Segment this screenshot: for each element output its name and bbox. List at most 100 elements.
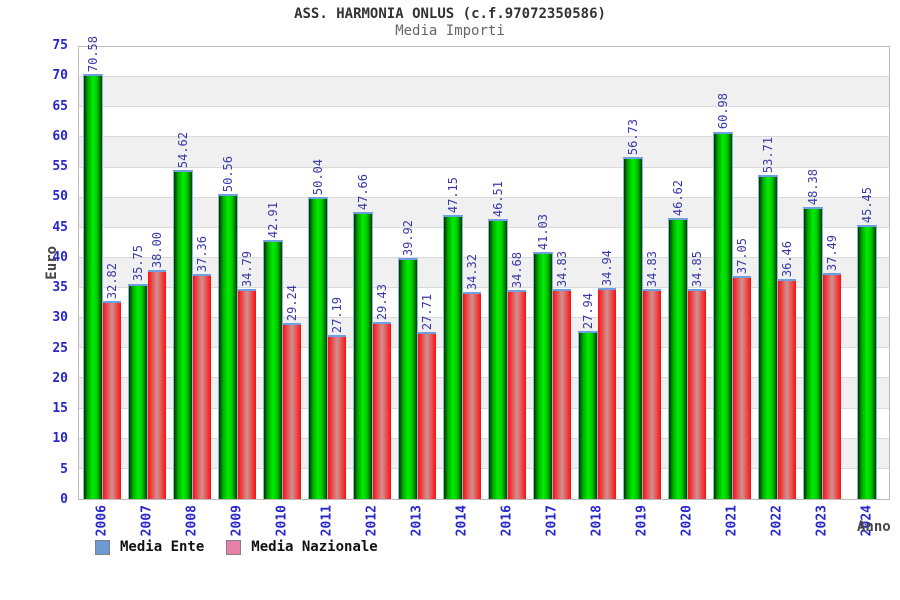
bar-group-2012: 47.66 29.43 2012 [349, 47, 394, 536]
x-tick-label: 2022 [769, 505, 784, 537]
bar-value-label: 34.85 [689, 250, 704, 287]
x-tick-label: 2009 [229, 505, 244, 537]
y-tick-label: 25 [52, 340, 68, 356]
bar-value-label: 27.19 [329, 297, 344, 334]
gridline [79, 196, 889, 198]
bar-group-2020: 46.62 34.85 2020 [664, 47, 709, 536]
bar-media-ente: 27.94 [577, 293, 598, 499]
y-tick-label: 0 [60, 492, 68, 507]
y-tick-label: 75 [52, 38, 68, 53]
gridline [79, 377, 889, 379]
x-tick-label: 2014 [454, 505, 469, 537]
bar-media-ente: 39.92 [397, 220, 418, 499]
bar-value-label: 34.79 [239, 251, 254, 288]
bar-value-label: 34.32 [464, 254, 479, 291]
bar-value-label: 29.43 [374, 283, 389, 320]
gridline [79, 106, 889, 108]
plot-band [79, 257, 889, 289]
bar-media-ente: 47.66 [352, 174, 373, 499]
bar-media-ente: 56.73 [622, 119, 643, 499]
x-tick-label: 2006 [94, 505, 109, 537]
x-tick-label: 2023 [814, 505, 829, 537]
bar-media-nazionale: 32.82 [102, 263, 121, 499]
y-tick-label: 40 [52, 249, 68, 265]
bar-media-ente: 46.62 [667, 180, 688, 499]
gridline [79, 76, 889, 78]
bar-group-2024: 45.45 2024 [844, 47, 889, 536]
bar-group-2021: 60.98 37.05 2021 [709, 47, 754, 536]
bar-value-label: 34.83 [554, 250, 569, 288]
bar-value-label: 50.04 [310, 159, 325, 196]
x-tick-label: 2011 [319, 505, 334, 537]
x-tick-label: 2013 [409, 505, 424, 537]
legend-swatch-media-nazionale [226, 539, 242, 555]
bar-media-ente: 50.04 [307, 159, 328, 499]
bar-value-label: 39.92 [400, 220, 415, 257]
legend-label-media-nazionale: Media Nazionale [251, 539, 378, 555]
bar-value-label: 34.68 [509, 251, 524, 288]
plot-band [79, 378, 889, 409]
bar-value-label: 34.94 [599, 250, 614, 287]
bar-group-2013: 39.92 27.71 2013 [394, 47, 439, 536]
x-tick-label: 2019 [634, 505, 649, 537]
plot-band [79, 438, 889, 469]
bar-value-label: 37.05 [734, 237, 749, 274]
y-tick-label: 20 [52, 370, 68, 386]
bar-group-2008: 54.62 37.36 2008 [169, 47, 214, 536]
x-tick-label: 2010 [274, 505, 289, 537]
legend: Media Ente Media Nazionale [95, 539, 378, 555]
y-tick-label: 65 [52, 98, 68, 114]
bar-value-label: 47.66 [355, 173, 370, 210]
chart-title: ASS. HARMONIA ONLUS (c.f.97072350586) [294, 6, 606, 22]
bar-group-2019: 56.73 34.83 2019 [619, 47, 664, 536]
bar-value-label: 70.58 [85, 35, 100, 72]
gridline [79, 287, 889, 289]
y-tick-label: 60 [52, 128, 68, 144]
bar-value-label: 50.56 [220, 156, 235, 193]
bar-value-label: 38.00 [149, 231, 164, 268]
bar-value-label: 27.94 [580, 292, 595, 329]
bar-group-2011: 50.04 27.19 2011 [304, 47, 349, 536]
bar-media-ente: 42.91 [262, 202, 283, 499]
bar-media-nazionale: 34.79 [237, 251, 256, 499]
bar-value-label: 36.46 [779, 241, 794, 278]
bar-media-nazionale: 37.36 [192, 236, 211, 499]
bar-value-label: 37.49 [824, 234, 839, 272]
bar-media-nazionale: 34.68 [507, 252, 526, 499]
gridline [79, 437, 889, 439]
y-tick-label: 45 [52, 219, 68, 235]
x-tick-label: 2016 [499, 505, 514, 537]
bar-media-ente: 48.38 [802, 169, 823, 499]
bar-value-label: 47.15 [445, 176, 460, 213]
bar-media-nazionale: 29.43 [372, 284, 391, 499]
plot-band [79, 137, 889, 168]
x-tick-label: 2012 [364, 505, 379, 537]
bar-group-2023: 48.38 37.49 2023 [799, 47, 844, 536]
bar-group-2017: 41.03 34.83 2017 [529, 47, 574, 536]
gridline [79, 317, 889, 319]
legend-label-media-ente: Media Ente [120, 539, 205, 555]
gridline [79, 136, 889, 138]
y-tick-label: 55 [52, 159, 68, 175]
y-tick-label: 15 [52, 401, 68, 417]
bar-value-label: 56.73 [625, 118, 640, 156]
bar-group-2009: 50.56 34.79 2009 [214, 47, 259, 536]
bar-media-ente: 47.15 [442, 177, 463, 499]
gridline [79, 256, 889, 258]
plot-band [79, 197, 889, 228]
legend-swatch-media-ente [95, 539, 110, 555]
bar-media-nazionale: 29.24 [282, 285, 301, 499]
y-tick-label: 70 [52, 68, 68, 84]
bar-media-ente: 54.62 [172, 132, 193, 499]
y-tick-label: 30 [52, 310, 68, 326]
bar-value-label: 60.98 [715, 93, 730, 130]
x-tick-label: 2018 [589, 505, 604, 537]
plot-band [79, 77, 889, 108]
plot-area: 70.58 32.82 2006 35.75 38.00 2007 54.62 37.36 20… [78, 36, 890, 536]
gridline [79, 226, 889, 228]
bar-media-nazionale: 38.00 [147, 232, 166, 499]
gridline [79, 407, 889, 409]
bar-media-ente: 70.58 [82, 36, 103, 499]
x-tick-label: 2021 [724, 505, 739, 537]
